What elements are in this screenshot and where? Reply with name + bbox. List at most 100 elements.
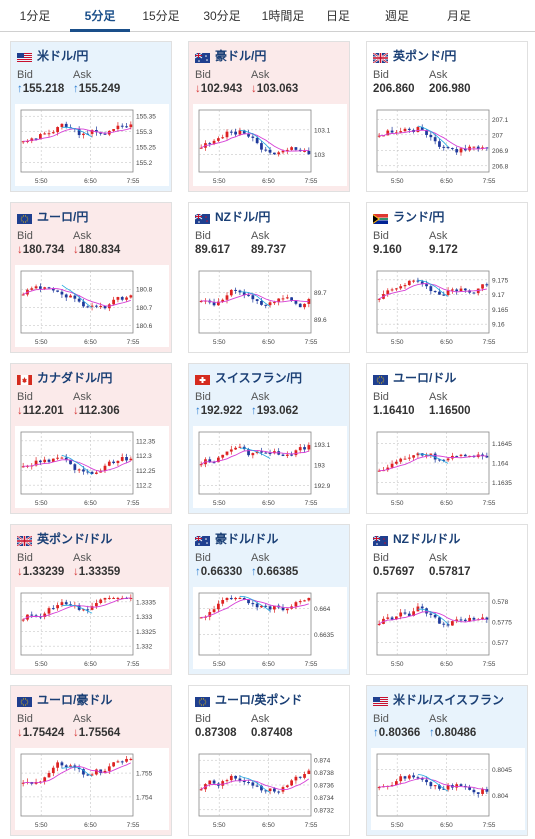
trend-line — [239, 595, 271, 612]
price-chart[interactable]: 207.1 207 206.9 206.8 5:50 6:50 7:55 — [371, 104, 525, 186]
price-chart[interactable]: 0.664 0.6635 5:50 6:50 7:55 — [193, 587, 347, 669]
candle — [463, 454, 467, 457]
candle — [251, 782, 255, 786]
card-header[interactable]: 米ドル/円 — [17, 47, 88, 63]
currency-pair-name[interactable]: 英ポンド/円 — [393, 48, 457, 63]
tab-6[interactable]: 日足 — [325, 9, 350, 23]
price-chart[interactable]: 0.8045 0.804 5:50 6:50 7:55 — [371, 748, 525, 830]
candle — [64, 457, 68, 461]
currency-card[interactable]: 米ドル/円 Bid Ask ↑155.218 ↑155.249 155.35 155.3 15… — [10, 41, 172, 192]
currency-pair-name[interactable]: 米ドル/円 — [37, 48, 89, 63]
currency-pair-name[interactable]: 豪ドル/円 — [215, 48, 267, 63]
card-header[interactable]: NZドル/ドル — [372, 530, 461, 546]
candle — [43, 133, 47, 135]
card-header[interactable]: 英ポンド/円 — [372, 47, 457, 64]
card-header[interactable]: 豪ドル/円 — [194, 47, 267, 63]
candle — [412, 455, 415, 458]
currency-card[interactable]: ユーロ/ドル Bid Ask 1.16410 1.16500 1.1645 1.164 1.1… — [366, 363, 528, 514]
x-tick-label: 7:55 — [127, 661, 140, 668]
currency-card[interactable]: NZドル/ドル Bid Ask 0.57697 0.57817 0.578 0.5775 0.… — [366, 524, 528, 675]
currency-card[interactable]: 米ドル/スイスフラン Bid Ask ↑0.80366 ↑0.80486 0.8045 0.… — [366, 685, 528, 836]
currency-pair-name[interactable]: 豪ドル/ドル — [215, 531, 279, 546]
currency-pair-name[interactable]: ユーロ/円 — [37, 209, 89, 224]
tab-7[interactable]: 週足 — [384, 9, 409, 23]
price-chart[interactable]: 180.8 180.7 180.6 5:50 6:50 7:55 — [15, 265, 169, 347]
currency-card[interactable]: 英ポンド/円 Bid Ask 206.860 206.980 207.1 207 206.9 2… — [366, 41, 528, 192]
currency-pair-name[interactable]: ランド/円 — [393, 209, 445, 224]
bid-price: 0.66330 — [200, 566, 243, 578]
price-chart[interactable]: 1.1645 1.164 1.1635 5:50 6:50 7:55 — [371, 426, 525, 508]
card-header[interactable]: ユーロ/豪ドル — [17, 691, 112, 707]
candle — [82, 133, 85, 136]
candlestick-chart: 9.175 9.17 9.165 9.16 5:50 6:50 7:55 — [376, 270, 509, 346]
candle — [112, 129, 115, 131]
currency-card[interactable]: ユーロ/英ポンド Bid Ask 0.87308 0.87408 0.874 0.8738 0… — [188, 685, 350, 836]
card-header[interactable]: NZドル/円 — [194, 208, 271, 224]
card-header[interactable]: ユーロ/ドル — [373, 369, 456, 385]
card-header[interactable]: ユーロ/英ポンド — [195, 691, 302, 707]
candle — [212, 462, 216, 464]
price-chart[interactable]: 0.874 0.8738 0.8736 0.8734 0.8732 5:50 6:50 7:5… — [193, 748, 347, 830]
currency-pair-name[interactable]: NZドル/円 — [215, 209, 271, 224]
currency-card[interactable]: 英ポンド/ドル Bid Ask ↓1.33239 ↓1.33359 1.3335 1.333… — [10, 524, 172, 675]
currency-card[interactable]: カナダドル/円 Bid Ask ↓112.201 ↓112.306 112.35 112.3… — [10, 363, 172, 514]
currency-card[interactable]: 豪ドル/円 Bid Ask ↓102.943 ↓103.063 103.1 103 5:50 6… — [188, 41, 350, 192]
price-chart[interactable]: 155.35 155.3 155.25 155.2 5:50 6:50 7:55 — [15, 104, 169, 186]
card-header[interactable]: カナダドル/円 — [17, 369, 112, 385]
trend-line — [61, 604, 93, 614]
card-header[interactable]: ユーロ/円 — [17, 208, 88, 224]
currency-pair-name[interactable]: 米ドル/スイスフラン — [393, 692, 504, 707]
candle — [251, 295, 255, 300]
tab-2[interactable]: 5分足 — [70, 0, 130, 32]
price-chart[interactable]: 1.3335 1.333 1.3325 1.332 5:50 6:50 7:55 — [15, 587, 169, 669]
currency-pair-name[interactable]: ユーロ/英ポンド — [215, 692, 303, 707]
price-chart[interactable]: 89.7 89.6 5:50 6:50 7:55 — [193, 265, 347, 347]
price-chart[interactable]: 9.175 9.17 9.165 9.16 5:50 6:50 7:55 — [371, 265, 525, 347]
currency-pair-name[interactable]: ユーロ/豪ドル — [37, 692, 113, 707]
price-chart[interactable]: 193.1 193 192.9 5:50 6:50 7:55 — [193, 426, 347, 508]
trend-arrow-icon: ↓ — [17, 566, 23, 578]
currency-pair-name[interactable]: スイスフラン/円 — [215, 370, 302, 385]
candle — [412, 775, 415, 778]
x-tick-label: 5:50 — [391, 178, 404, 185]
candle — [377, 623, 381, 625]
card-header[interactable]: 英ポンド/ドル — [16, 530, 113, 547]
candle — [425, 130, 428, 135]
currency-card[interactable]: スイスフラン/円 Bid Ask ↑192.922 ↑193.062 193.1 193 19… — [188, 363, 350, 514]
card-header[interactable]: 米ドル/スイスフラン — [373, 691, 504, 707]
ask-price: 0.87408 — [251, 727, 293, 739]
currency-card[interactable]: ユーロ/円 Bid Ask ↓180.734 ↓180.834 180.8 180.7 180… — [10, 202, 172, 353]
candle — [103, 305, 107, 309]
price-chart[interactable]: 112.35 112.3 112.25 112.2 5:50 6:50 7:55 — [15, 426, 169, 508]
candle — [476, 146, 480, 149]
candle — [451, 289, 454, 291]
x-tick-label: 7:55 — [483, 500, 496, 507]
price-chart[interactable]: 103.1 103 5:50 6:50 7:55 — [193, 104, 347, 186]
ask-price: 1.33359 — [78, 566, 121, 578]
trend-arrow-icon: ↑ — [251, 566, 257, 578]
tab-3[interactable]: 15分足 — [142, 9, 180, 23]
currency-card[interactable]: NZドル/円 Bid Ask 89.617 89.737 89.7 89.6 5:50 6:50… — [188, 202, 350, 353]
card-header[interactable]: 豪ドル/ドル — [194, 530, 279, 546]
candle — [43, 613, 47, 617]
eu-flag-icon — [373, 372, 388, 385]
candle — [377, 135, 381, 137]
price-chart[interactable]: 1.755 1.754 5:50 6:50 7:55 — [15, 748, 169, 830]
y-tick-label: 1.333 — [136, 614, 153, 621]
currency-card[interactable]: 豪ドル/ドル Bid Ask ↑0.66330 ↑0.66385 0.664 0.6635 5… — [188, 524, 350, 675]
candle — [277, 298, 281, 303]
card-header[interactable]: ランド/円 — [373, 208, 444, 224]
moving-average-line — [23, 762, 131, 784]
currency-card[interactable]: ユーロ/豪ドル Bid Ask ↓1.75424 ↓1.75564 1.755 1.754 5… — [10, 685, 172, 836]
currency-pair-name[interactable]: カナダドル/円 — [37, 370, 113, 385]
currency-pair-name[interactable]: NZドル/ドル — [393, 531, 461, 546]
tab-8[interactable]: 月足 — [446, 9, 471, 23]
tab-4[interactable]: 30分足 — [203, 9, 241, 23]
tab-1[interactable]: 1分足 — [19, 9, 51, 23]
tab-5[interactable]: 1時間足 — [261, 9, 305, 23]
currency-pair-name[interactable]: 英ポンド/ドル — [37, 531, 113, 546]
currency-card[interactable]: ランド/円 Bid Ask 9.160 9.172 9.175 9.17 9.165 9.16 5… — [366, 202, 528, 353]
price-chart[interactable]: 0.578 0.5775 0.577 5:50 6:50 7:55 — [371, 587, 525, 669]
card-header[interactable]: スイスフラン/円 — [195, 369, 302, 385]
currency-pair-name[interactable]: ユーロ/ドル — [393, 370, 457, 385]
